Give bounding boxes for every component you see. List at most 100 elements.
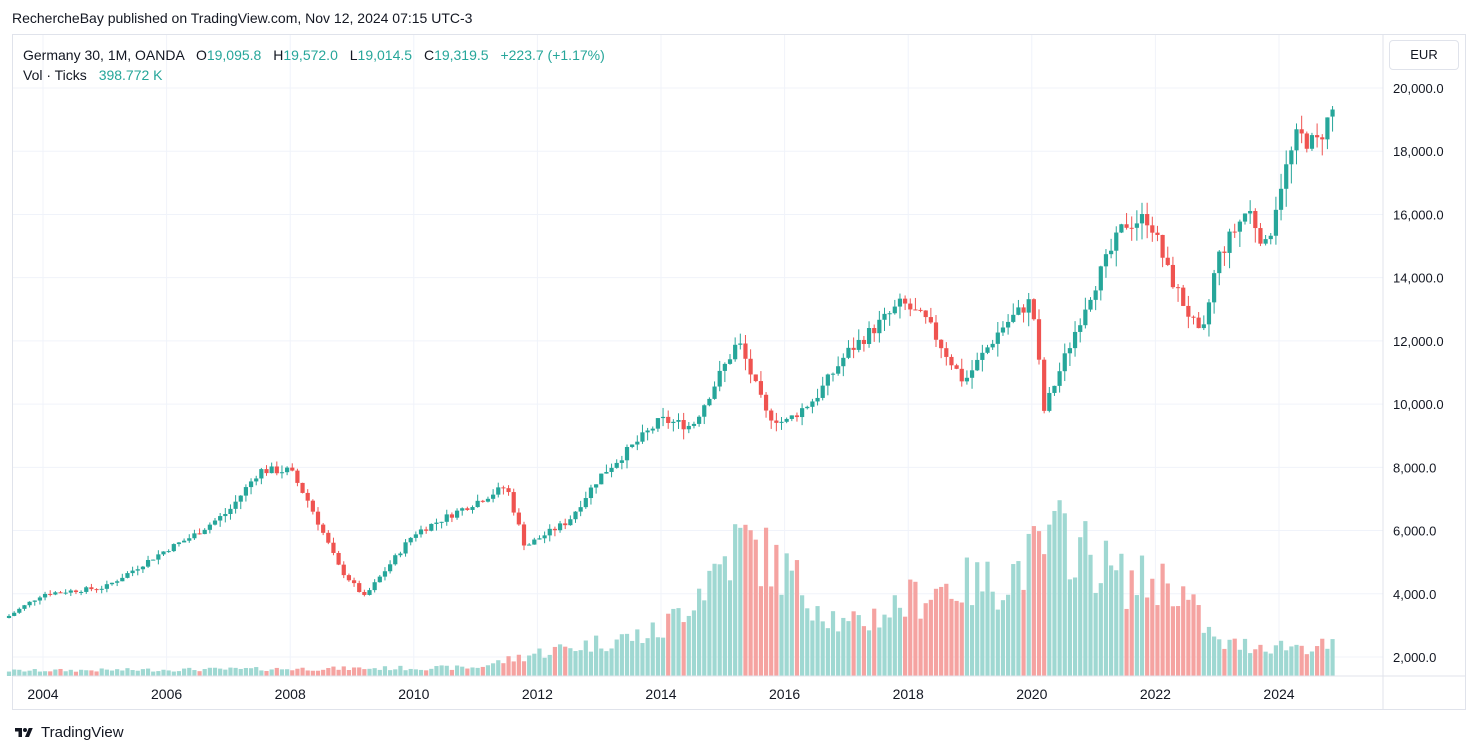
candle-body[interactable] (1072, 331, 1078, 349)
candle-body[interactable] (6, 615, 12, 618)
candle-body[interactable] (1315, 135, 1320, 138)
candle-body[interactable] (372, 582, 377, 591)
candle-body[interactable] (377, 576, 382, 583)
candle-body[interactable] (1047, 392, 1052, 411)
candle-body[interactable] (521, 524, 527, 546)
candle-body[interactable] (769, 410, 774, 421)
candle-body[interactable] (254, 478, 259, 482)
candle-body[interactable] (439, 521, 444, 523)
candle-body[interactable] (192, 533, 197, 539)
candle-body[interactable] (393, 555, 398, 565)
candle-body[interactable] (1222, 251, 1227, 253)
candle-body[interactable] (218, 516, 223, 521)
candle-body[interactable] (434, 522, 439, 524)
candle-body[interactable] (269, 466, 274, 474)
candle-body[interactable] (624, 446, 630, 461)
candle-body[interactable] (1325, 117, 1330, 140)
candle-body[interactable] (37, 597, 43, 601)
candle-body[interactable] (1309, 135, 1315, 149)
symbol-label[interactable]: Germany 30, 1M, OANDA (23, 47, 185, 63)
candle-body[interactable] (109, 582, 115, 585)
candle-body[interactable] (1139, 214, 1145, 224)
candle-body[interactable] (63, 592, 68, 594)
candle-body[interactable] (207, 524, 212, 530)
candle-body[interactable] (1253, 210, 1258, 229)
candle-body[interactable] (1150, 225, 1155, 233)
candle-body[interactable] (285, 467, 290, 473)
candle-body[interactable] (712, 386, 717, 399)
candle-body[interactable] (1320, 137, 1325, 140)
candle-body[interactable] (702, 405, 707, 417)
candle-body[interactable] (588, 487, 594, 499)
candle-body[interactable] (491, 494, 496, 499)
candle-body[interactable] (758, 381, 764, 395)
candle-body[interactable] (882, 313, 887, 320)
candle-body[interactable] (1206, 302, 1212, 325)
candle-body[interactable] (12, 612, 17, 616)
candle-body[interactable] (1170, 264, 1176, 288)
candle-body[interactable] (980, 352, 985, 360)
candle-body[interactable] (594, 484, 599, 488)
candle-body[interactable] (563, 523, 568, 526)
candle-body[interactable] (321, 524, 326, 533)
candle-body[interactable] (800, 408, 805, 418)
candle-body[interactable] (635, 441, 640, 445)
candle-body[interactable] (233, 501, 238, 509)
candle-body[interactable] (985, 347, 990, 353)
candle-body[interactable] (485, 498, 491, 502)
candle-body[interactable] (815, 397, 820, 402)
volume-label[interactable]: Vol · Ticks (23, 67, 87, 83)
candle-body[interactable] (1289, 150, 1294, 165)
candle-body[interactable] (104, 584, 109, 589)
candle-body[interactable] (954, 365, 959, 369)
candle-body[interactable] (79, 591, 84, 593)
candle-body[interactable] (944, 348, 949, 357)
candle-body[interactable] (794, 415, 800, 418)
candle-body[interactable] (707, 398, 712, 406)
candle-body[interactable] (382, 571, 388, 577)
candle-body[interactable] (1304, 133, 1309, 149)
candle-body[interactable] (1114, 232, 1119, 251)
candle-body[interactable] (856, 339, 861, 350)
candle-body[interactable] (877, 319, 882, 334)
candle-body[interactable] (645, 430, 650, 433)
candle-body[interactable] (604, 471, 609, 474)
candle-body[interactable] (1098, 266, 1103, 291)
candle-body[interactable] (238, 495, 243, 502)
candle-body[interactable] (161, 551, 166, 555)
candle-body[interactable] (480, 500, 485, 502)
candle-body[interactable] (202, 529, 207, 535)
tradingview-logo[interactable]: TradingView (12, 724, 124, 741)
candle-body[interactable] (1124, 224, 1129, 228)
candle-body[interactable] (717, 370, 722, 387)
candle-body[interactable] (866, 328, 872, 344)
candle-body[interactable] (336, 552, 341, 565)
candle-body[interactable] (666, 416, 671, 424)
candle-body[interactable] (475, 500, 480, 508)
candle-body[interactable] (686, 425, 691, 430)
candle-body[interactable] (228, 508, 233, 514)
candle-body[interactable] (413, 534, 418, 538)
candle-body[interactable] (774, 420, 779, 423)
candle-body[interactable] (1078, 325, 1083, 332)
candle-body[interactable] (676, 420, 681, 422)
candle-body[interactable] (1062, 353, 1067, 372)
candle-body[interactable] (1006, 321, 1011, 328)
candle-body[interactable] (1103, 254, 1109, 267)
candle-body[interactable] (1217, 251, 1222, 274)
candle-body[interactable] (465, 508, 470, 510)
candle-body[interactable] (897, 298, 903, 307)
candle-body[interactable] (89, 587, 94, 590)
candle-body[interactable] (264, 469, 269, 474)
candle-body[interactable] (454, 510, 460, 518)
currency-selector[interactable]: EUR (1389, 40, 1459, 70)
candle-body[interactable] (1093, 290, 1098, 300)
candle-body[interactable] (532, 539, 537, 545)
candle-body[interactable] (403, 542, 408, 554)
candle-body[interactable] (1109, 250, 1114, 255)
candle-body[interactable] (805, 406, 810, 409)
candle-body[interactable] (418, 529, 424, 535)
candle-body[interactable] (243, 487, 249, 496)
candle-body[interactable] (310, 500, 315, 512)
candle-body[interactable] (182, 540, 187, 543)
